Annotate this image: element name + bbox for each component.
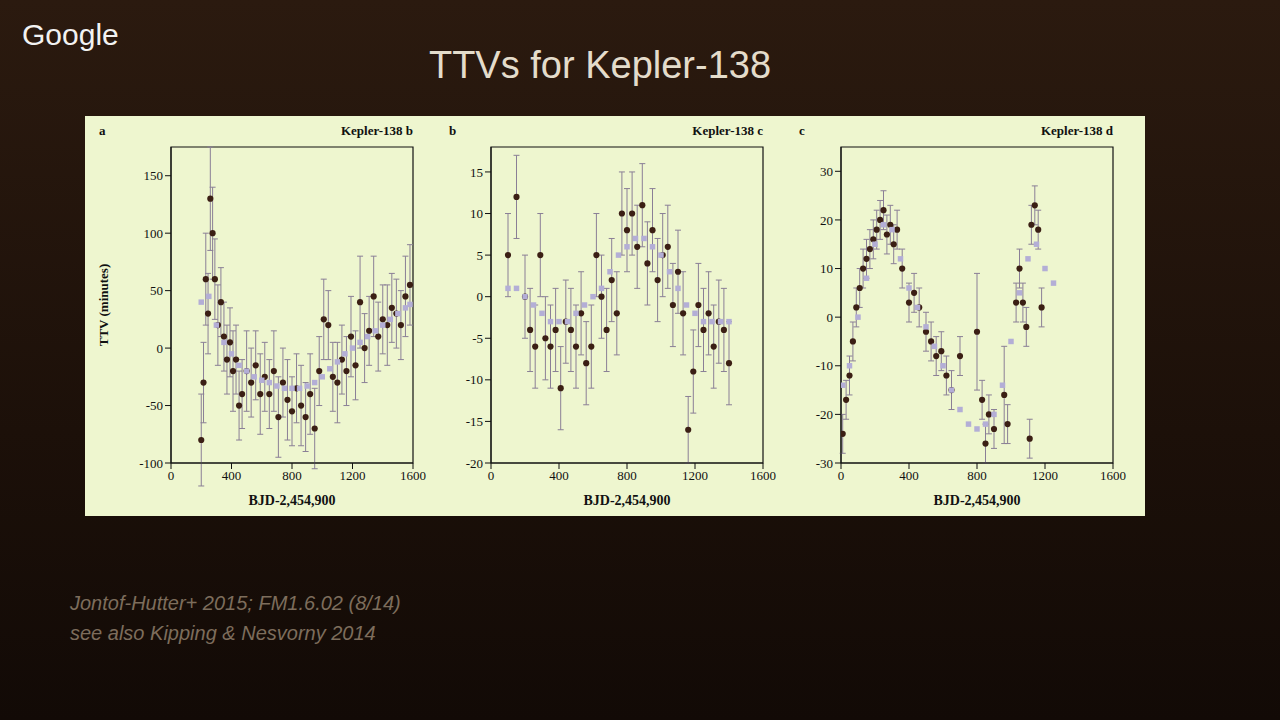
html-text:a: a — [99, 123, 106, 138]
svg-text:400: 400 — [549, 468, 569, 483]
svg-text:1600: 1600 — [750, 468, 776, 483]
svg-text:100: 100 — [144, 226, 164, 241]
svg-text:1600: 1600 — [400, 468, 426, 483]
svg-text:BJD-2,454,900: BJD-2,454,900 — [933, 493, 1020, 508]
svg-text:-5: -5 — [472, 331, 483, 346]
svg-text:0: 0 — [157, 341, 164, 356]
svg-text:0: 0 — [477, 289, 484, 304]
html-text:b: b — [449, 123, 457, 138]
svg-text:50: 50 — [150, 283, 163, 298]
html-text:Kepler-138 c: Kepler-138 c — [692, 123, 763, 138]
svg-text:BJD-2,454,900: BJD-2,454,900 — [248, 493, 335, 508]
svg-text:30: 30 — [820, 164, 833, 179]
svg-text:BJD-2,454,900: BJD-2,454,900 — [583, 493, 670, 508]
svg-text:400: 400 — [222, 468, 242, 483]
svg-text:1200: 1200 — [340, 468, 366, 483]
svg-text:-10: -10 — [816, 358, 833, 373]
svg-text:1200: 1200 — [1032, 468, 1058, 483]
html-text:Kepler-138 b: Kepler-138 b — [340, 123, 413, 138]
svg-text:-100: -100 — [139, 456, 163, 471]
svg-text:-20: -20 — [816, 407, 833, 422]
html-text:see also Kipping & Nesvorny 20: see also Kipping & Nesvorny 2014 — [70, 622, 376, 644]
svg-text:0: 0 — [488, 468, 495, 483]
svg-text:150: 150 — [144, 168, 164, 183]
svg-text:-20: -20 — [466, 456, 483, 471]
html-text:Kepler-138 d: Kepler-138 d — [1040, 123, 1113, 138]
svg-text:-30: -30 — [816, 456, 833, 471]
svg-text:1600: 1600 — [1100, 468, 1126, 483]
svg-text:15: 15 — [470, 165, 483, 180]
svg-text:1200: 1200 — [682, 468, 708, 483]
svg-text:-10: -10 — [466, 372, 483, 387]
html-text:c: c — [799, 123, 805, 138]
svg-text:0: 0 — [168, 468, 175, 483]
html-text:Google: Google — [22, 18, 119, 51]
svg-text:0: 0 — [827, 310, 834, 325]
svg-text:10: 10 — [470, 206, 483, 221]
svg-text:800: 800 — [617, 468, 637, 483]
svg-text:TTV (minutes): TTV (minutes) — [96, 264, 111, 346]
svg-text:-50: -50 — [146, 398, 163, 413]
svg-text:800: 800 — [282, 468, 302, 483]
svg-text:800: 800 — [967, 468, 987, 483]
html-text:Jontof-Hutter+ 2015; FM1.6.02: Jontof-Hutter+ 2015; FM1.6.02 (8/14) — [70, 592, 401, 614]
svg-text:5: 5 — [477, 248, 484, 263]
svg-text:-15: -15 — [466, 414, 483, 429]
svg-text:0: 0 — [838, 468, 845, 483]
html-text:TTVs for Kepler-138: TTVs for Kepler-138 — [428, 44, 772, 86]
svg-text:400: 400 — [899, 468, 919, 483]
svg-text:10: 10 — [820, 261, 833, 276]
svg-text:20: 20 — [820, 213, 833, 228]
